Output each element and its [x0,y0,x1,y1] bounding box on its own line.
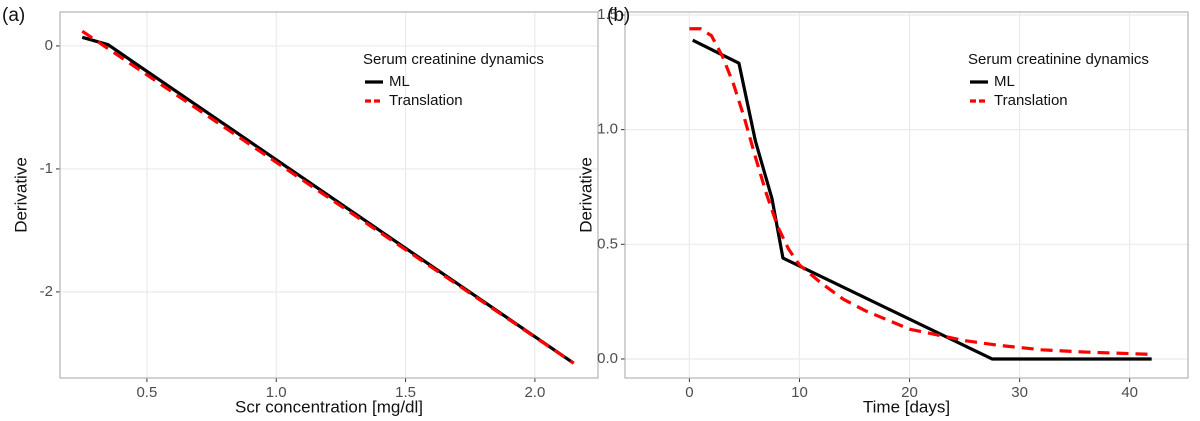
y-tick-label: -1 [40,160,53,177]
legend-title: Serum creatinine dynamics [363,51,544,68]
legend-label: ML [994,73,1015,90]
plot-border [59,11,599,379]
legend-title: Serum creatinine dynamics [968,51,1149,68]
x-axis-label: Scr concentration [mg/dl] [235,397,423,416]
legend-label: Translation [389,92,463,109]
y-tick-label: -2 [40,283,53,300]
y-tick-label: 0.0 [597,350,618,367]
x-tick-label: 1.5 [395,384,416,401]
panel-label: (a) [2,5,25,26]
x-tick-label: 10 [791,384,808,401]
y-axis-label: Derivative [576,157,595,233]
data-line [81,29,575,365]
legend-label: ML [389,73,410,90]
x-tick-label: 0.5 [136,384,157,401]
x-tick-label: 40 [1121,384,1138,401]
legend-label: Translation [994,92,1068,109]
y-tick-label: 1.0 [597,121,618,138]
plot-border [624,11,1189,379]
x-tick-label: 1.0 [266,384,287,401]
x-tick-label: 20 [901,384,918,401]
x-axis-label: Time [days] [863,397,950,416]
x-tick-label: 2.0 [524,384,545,401]
y-tick-label: 0 [45,37,53,54]
panel-label: (b) [607,5,630,26]
data-line [691,38,1152,361]
data-line [689,27,1152,356]
y-tick-label: 0.5 [597,235,618,252]
x-tick-label: 0 [685,384,693,401]
x-tick-label: 30 [1011,384,1028,401]
y-tick-label: 1.5 [597,6,618,23]
y-axis-label: Derivative [11,157,30,233]
